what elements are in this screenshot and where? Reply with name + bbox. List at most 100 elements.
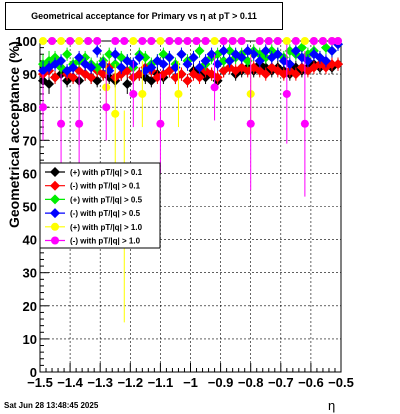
data-point [111, 109, 120, 118]
x-tick-label: −0.8 [238, 375, 264, 390]
data-point [147, 37, 156, 45]
data-point [228, 37, 237, 45]
data-point [254, 55, 265, 66]
data-point [74, 52, 85, 63]
y-tick-label: 60 [23, 166, 37, 181]
data-point [264, 37, 273, 45]
data-point [332, 59, 343, 70]
data-point [201, 37, 210, 45]
data-point [282, 89, 291, 98]
data-point [224, 55, 235, 66]
data-point [120, 37, 129, 45]
data-point [302, 55, 313, 66]
data-point [57, 119, 66, 128]
x-tick-label: −1 [183, 375, 198, 390]
data-point [182, 75, 193, 86]
y-tick-label: 40 [23, 233, 37, 248]
x-tick-label: −0.6 [298, 375, 324, 390]
data-point [84, 37, 93, 45]
legend-entry: (+) with pT/|q| > 1.0 [70, 223, 143, 232]
data-point [236, 52, 247, 63]
data-point [104, 65, 115, 76]
data-point [66, 37, 75, 45]
data-point [129, 89, 138, 98]
data-point [134, 52, 145, 63]
axes: −1.5 −1.4 −1.3 −1.2 −1.1 −1 −0.9 −0.8 −0.7 −0.6 −0… [15, 34, 354, 390]
legend-entry: (+) with pT/|q| > 0.5 [70, 195, 143, 204]
legend-marker [50, 167, 60, 177]
data-point [39, 103, 48, 112]
data-point [68, 72, 79, 83]
data-point [129, 37, 138, 45]
data-point [98, 59, 109, 70]
data-point [57, 37, 66, 45]
data-point [86, 62, 97, 73]
data-point [102, 103, 111, 112]
data-point [290, 45, 301, 56]
legend-box [39, 162, 161, 249]
y-axis-label: Geometrical acceptance (%) [6, 41, 22, 228]
data-point [138, 89, 147, 98]
data-point [164, 52, 175, 63]
x-tick-label: −1.2 [117, 375, 143, 390]
data-point [104, 49, 115, 60]
y-tick-label: 20 [23, 299, 37, 314]
data-point [140, 52, 151, 63]
data-point [75, 37, 84, 45]
data-point [174, 37, 183, 45]
data-point [39, 37, 48, 45]
x-tick-label: −1.1 [148, 375, 174, 390]
data-point [282, 37, 291, 45]
data-point [116, 62, 127, 73]
data-point [158, 59, 169, 70]
legend-entry: (-) with pT/|q| > 0.5 [70, 209, 141, 218]
data-point [194, 45, 205, 56]
data-point [300, 119, 309, 128]
data-point [174, 89, 183, 98]
data-point [255, 37, 264, 45]
x-tick-label: −0.5 [328, 375, 354, 390]
legend-marker [51, 222, 59, 231]
data-point [111, 37, 120, 45]
legend: (+) with pT/|q| > 0.1 (-) with pT/|q| > 0… [39, 162, 161, 249]
data-point [156, 119, 165, 128]
legend-marker [50, 194, 60, 205]
data-point [260, 69, 271, 80]
data-point [200, 55, 211, 66]
data-point [56, 55, 67, 66]
data-point [138, 37, 147, 45]
legend-entry: (-) with pT/|q| > 1.0 [70, 237, 141, 246]
x-axis-label: η [328, 398, 336, 413]
data-point [206, 49, 217, 60]
data-point [75, 119, 84, 128]
x-tick-label: −1.4 [57, 375, 83, 390]
data-point [176, 69, 187, 80]
data-point [68, 62, 79, 73]
data-point [212, 59, 223, 70]
data-point [246, 119, 255, 128]
data-point [273, 37, 282, 45]
x-tick-label: −0.7 [268, 375, 294, 390]
data-point [188, 52, 199, 63]
data-point [320, 55, 331, 66]
data-point [327, 37, 336, 45]
data-point [318, 37, 327, 45]
data-point [237, 37, 246, 45]
data-point [194, 72, 205, 83]
data-point [50, 72, 61, 83]
data-point [48, 37, 57, 45]
x-tick-label: −0.9 [208, 375, 234, 390]
x-tick-label: −1.3 [87, 375, 113, 390]
data-point [210, 83, 219, 92]
data-point [300, 37, 309, 45]
data-point [333, 37, 342, 45]
data-point [93, 37, 102, 45]
data-point [212, 72, 223, 83]
legend-marker [50, 208, 60, 219]
data-point [290, 69, 301, 80]
data-point [194, 62, 205, 73]
data-point [110, 49, 121, 60]
data-point [122, 79, 133, 90]
data-point [248, 49, 259, 60]
